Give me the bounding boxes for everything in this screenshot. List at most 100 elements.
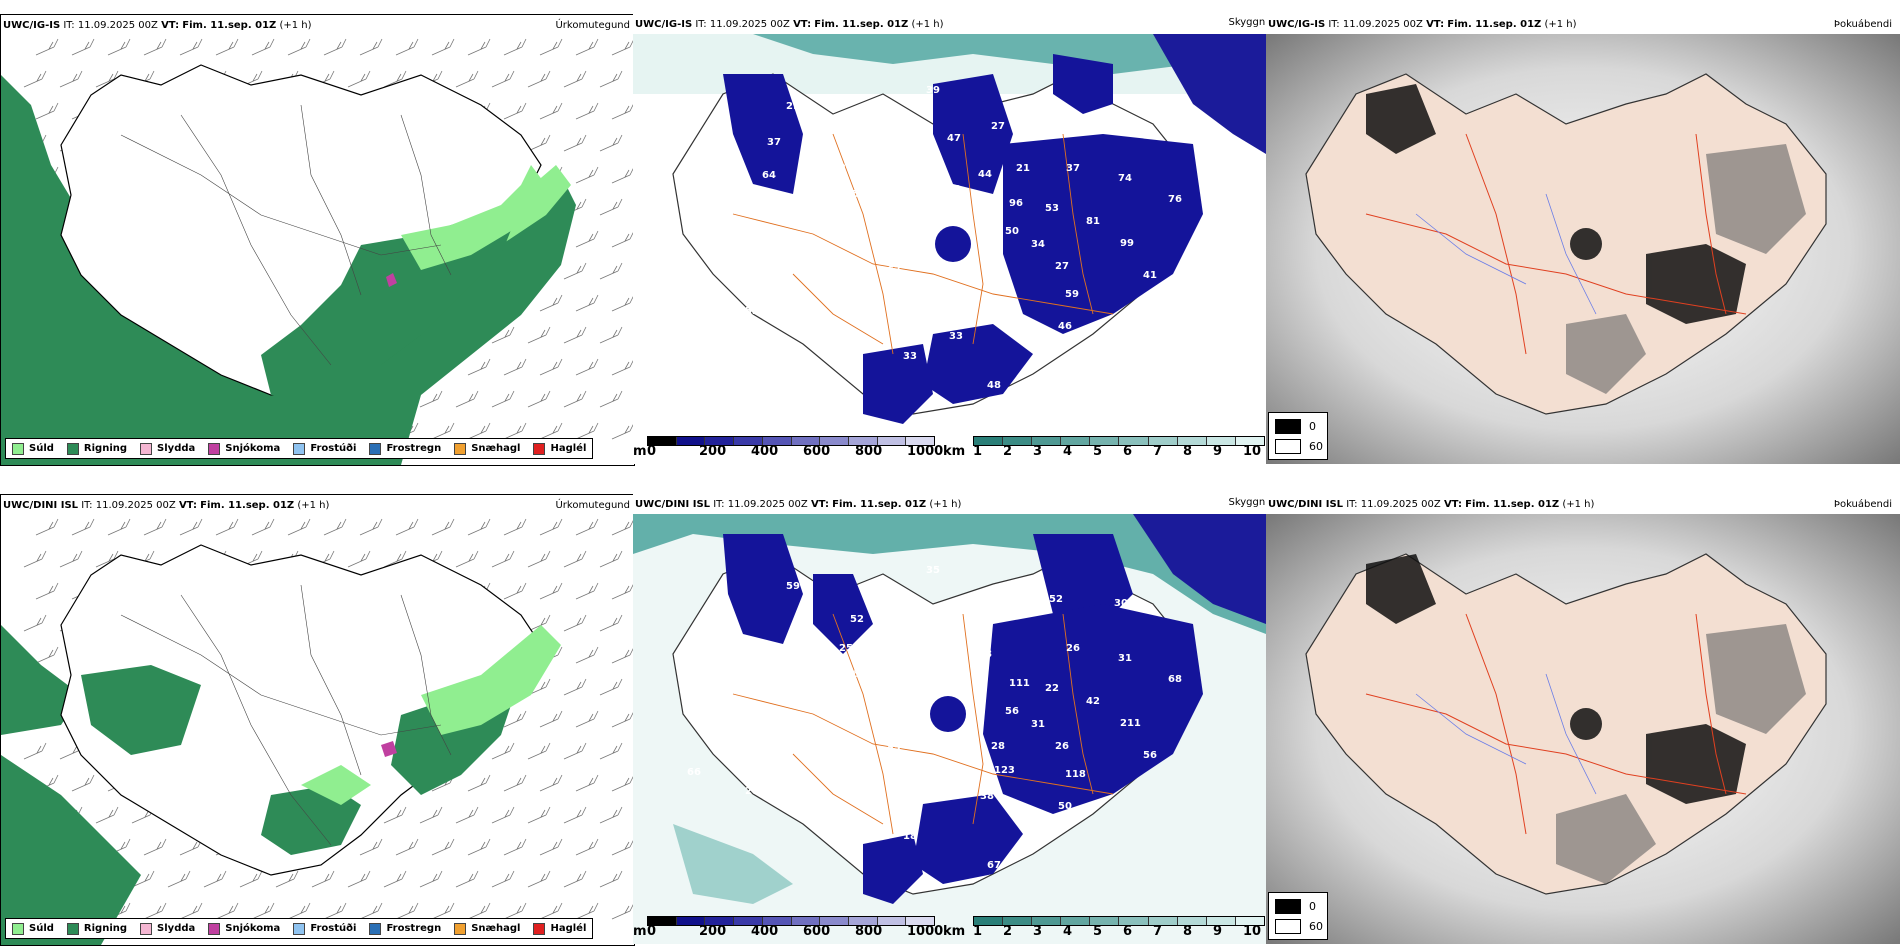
wind-barb (455, 870, 479, 888)
visibility-value: 36 (804, 313, 818, 324)
visibility-value: 69 (687, 201, 701, 212)
legend-item: Slydda (140, 922, 195, 935)
wind-barb (503, 902, 527, 920)
colorbar-tick: 1000 (907, 444, 944, 459)
visibility-value: 220 (915, 633, 936, 644)
legend-swatch (66, 922, 79, 935)
fog-legend-swatch (1275, 899, 1301, 914)
wind-barb (503, 710, 527, 728)
legend-swatch (293, 922, 306, 935)
wind-barb (23, 742, 47, 760)
rain-area (81, 665, 201, 755)
elevation-colorbar: m 0 200 400 600 800 1000 (633, 436, 943, 464)
wind-barb (347, 870, 371, 888)
visibility-value: 29 (900, 176, 914, 187)
colorbar-tick: 400 (751, 924, 779, 939)
wind-barb (599, 70, 623, 88)
wind-barb (599, 614, 623, 632)
wind-barb (575, 166, 599, 184)
wind-barb (311, 870, 335, 888)
visibility-value: 84 (994, 285, 1008, 296)
wind-barb (611, 230, 634, 248)
visibility-value: 52 (850, 614, 864, 625)
wind-barb (527, 134, 551, 152)
visibility-value: 30 (930, 284, 944, 295)
visibility-value: 67 (987, 860, 1001, 871)
wind-barb (539, 774, 563, 792)
wind-barb (575, 294, 599, 312)
visibility-value: 26 (1055, 741, 1069, 752)
visibility-value: 67 (778, 199, 792, 210)
visibility-labels: 50 63 47 46 69 96 55 40 41 43 44 51 64 76 67 70 59 36 44 30… (687, 85, 1217, 391)
wind-barb (251, 38, 275, 56)
visibility-panel-top: 50 63 47 46 69 96 55 40 41 43 44 51 64 76 67 70 59 36 44 30… (633, 14, 1266, 464)
visibility-value: 70 (915, 153, 929, 164)
visibility-value: 36 (900, 656, 914, 667)
wind-barb (527, 550, 551, 568)
visibility-value: 42 (1086, 696, 1100, 707)
visibility-colorbar: km 1 2 3 4 5 6 7 8 9 10 (943, 916, 1266, 944)
wind-barb (275, 870, 299, 888)
wind-barb (107, 38, 131, 56)
visibility-value: 22 (1045, 683, 1059, 694)
visibility-value: 66 (687, 767, 701, 778)
wind-barb (527, 390, 551, 408)
wind-barb (203, 870, 227, 888)
wind-barb (455, 70, 479, 88)
visibility-value: 58 (978, 649, 992, 660)
wind-barb (575, 38, 599, 56)
wind-barb (599, 550, 623, 568)
wind-barb (491, 806, 515, 824)
visibility-value: 47 (947, 133, 961, 144)
elevation-colorbar: m 0 200 400 600 800 1000 (633, 916, 943, 944)
wind-barb (383, 870, 407, 888)
visibility-value: 30 (991, 601, 1005, 612)
visibility-value: 50 (1005, 226, 1019, 237)
wind-barb (23, 70, 47, 88)
visibility-value: 81 (778, 679, 792, 690)
visibility-value: 118 (1065, 769, 1086, 780)
wind-barb (563, 262, 587, 280)
wind-barb (467, 774, 491, 792)
wind-barb (323, 518, 347, 536)
wind-barb (599, 262, 623, 280)
colorbar-tick: 3 (1033, 924, 1043, 939)
wind-barb (539, 838, 563, 856)
visibility-value: 34 (1203, 226, 1217, 237)
fog-legend-label: 0 (1309, 900, 1316, 913)
visibility-value: 33 (887, 745, 901, 756)
wind-barb (575, 582, 599, 600)
wind-barb (71, 518, 95, 536)
fog-legend-label: 60 (1309, 440, 1323, 453)
colorbar-tick: 0 (647, 444, 657, 459)
wind-barb (395, 38, 419, 56)
fog-map-top (1266, 34, 1900, 464)
wind-barb (563, 326, 587, 344)
legend-label: Frostregn (386, 443, 442, 454)
visibility-value: 21 (1016, 163, 1030, 174)
wind-barb (575, 710, 599, 728)
wind-barb (179, 38, 203, 56)
colorbar-tick: 8 (1183, 444, 1193, 459)
legend-swatch (208, 922, 221, 935)
panel-header: UWC/IG-IS IT: 11.09.2025 00Z VT: Fim. 11… (635, 19, 944, 30)
wind-barb (527, 870, 551, 888)
wind-barb (563, 70, 587, 88)
wind-barb (599, 742, 623, 760)
colorbar-tick: 5 (1093, 444, 1103, 459)
fog-legend-label: 60 (1309, 920, 1323, 933)
colorbar-scale (647, 916, 935, 926)
drizzle-area (421, 625, 561, 735)
snowfall-area (381, 741, 397, 757)
wind-barb (539, 102, 563, 120)
visibility-value: 75 (687, 681, 701, 692)
wind-barb (575, 902, 599, 920)
visibility-panel-bottom: 56 56 48 50 75 111 97 52 56 66 58 38 54 68 33 220 118 222… (633, 494, 1266, 944)
visibility-value: 59 (1065, 289, 1079, 300)
wind-barb (539, 38, 563, 56)
colorbar-scale (973, 436, 1265, 446)
wind-barb (359, 838, 383, 856)
fog-legend: 0 60 (1268, 892, 1328, 940)
visibility-value: 26 (1066, 643, 1080, 654)
visibility-value: 27 (804, 793, 818, 804)
